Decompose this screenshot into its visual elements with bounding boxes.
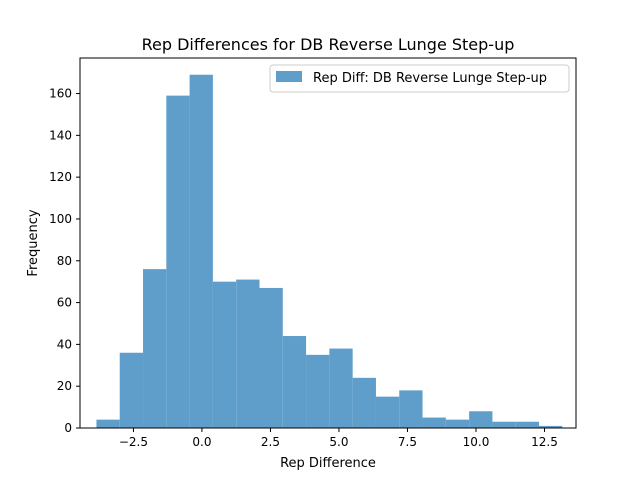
histogram-bar (166, 95, 190, 428)
x-tick-label: 10.0 (463, 435, 490, 449)
histogram-bar (306, 354, 330, 428)
histogram-bar (189, 74, 213, 428)
y-tick-label: 0 (64, 421, 72, 435)
x-tick-label: 2.5 (261, 435, 280, 449)
y-tick-label: 100 (49, 212, 72, 226)
histogram-bar (329, 348, 353, 428)
y-axis-label: Frequency (26, 209, 41, 276)
legend-box (269, 64, 570, 93)
histogram-bar (375, 396, 400, 428)
plot-frame (79, 57, 577, 429)
histogram-bar (539, 425, 563, 428)
histogram-bar (282, 336, 307, 428)
y-tick-label: 20 (57, 379, 72, 393)
y-tick-label: 120 (49, 170, 72, 184)
x-tick-label: 7.5 (398, 435, 417, 449)
bars-group (96, 74, 563, 428)
x-tick-label: −2.5 (119, 435, 148, 449)
histogram-bar (422, 417, 446, 428)
histogram-bar (399, 390, 423, 428)
x-axis-ticks: −2.5 0.0 2.5 5.0 7.5 10.0 12.5 (119, 428, 558, 449)
legend: Rep Diff: DB Reverse Lunge Step-up (269, 64, 570, 93)
x-tick-label: 5.0 (329, 435, 348, 449)
legend-swatch (276, 71, 302, 82)
histogram-bar (143, 269, 167, 428)
histogram-bar (96, 419, 120, 428)
x-tick-label: 0.0 (192, 435, 211, 449)
y-axis-ticks: 0 20 40 60 80 100 120 140 160 (49, 87, 80, 435)
histogram-bar (445, 419, 470, 428)
y-tick-label: 40 (57, 337, 72, 351)
y-tick-label: 60 (57, 296, 72, 310)
histogram-bar (352, 377, 376, 428)
histogram-bar (492, 421, 516, 428)
chart-title: Rep Differences for DB Reverse Lunge Ste… (142, 35, 515, 54)
histogram-bar (236, 279, 260, 428)
histogram-bar (119, 352, 144, 428)
x-tick-label: 12.5 (531, 435, 558, 449)
histogram-bar (515, 421, 540, 428)
histogram-bar (212, 281, 237, 428)
histogram-bar (469, 411, 493, 428)
histogram-bar (259, 287, 283, 428)
x-axis-label: Rep Difference (280, 456, 376, 471)
y-tick-label: 140 (49, 128, 72, 142)
y-tick-label: 160 (49, 87, 72, 101)
y-tick-label: 80 (57, 254, 72, 268)
legend-label: Rep Diff: DB Reverse Lunge Step-up (313, 71, 547, 86)
